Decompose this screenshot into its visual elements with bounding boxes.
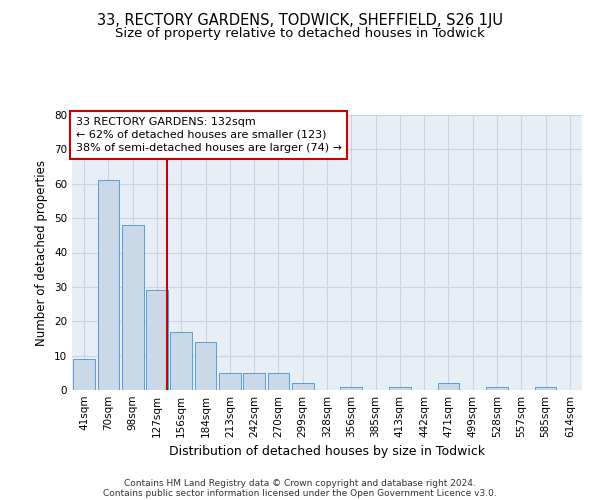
Text: Contains public sector information licensed under the Open Government Licence v3: Contains public sector information licen… xyxy=(103,488,497,498)
Bar xyxy=(389,386,411,390)
Bar xyxy=(170,332,192,390)
Bar xyxy=(122,225,143,390)
Bar xyxy=(194,342,217,390)
Bar xyxy=(535,386,556,390)
Bar xyxy=(340,386,362,390)
Bar xyxy=(486,386,508,390)
Bar xyxy=(292,383,314,390)
Text: Contains HM Land Registry data © Crown copyright and database right 2024.: Contains HM Land Registry data © Crown c… xyxy=(124,478,476,488)
Bar xyxy=(73,359,95,390)
Bar xyxy=(146,290,168,390)
Text: 33 RECTORY GARDENS: 132sqm
← 62% of detached houses are smaller (123)
38% of sem: 33 RECTORY GARDENS: 132sqm ← 62% of deta… xyxy=(76,116,341,153)
Bar xyxy=(97,180,119,390)
Text: Size of property relative to detached houses in Todwick: Size of property relative to detached ho… xyxy=(115,28,485,40)
X-axis label: Distribution of detached houses by size in Todwick: Distribution of detached houses by size … xyxy=(169,446,485,458)
Bar xyxy=(219,373,241,390)
Text: 33, RECTORY GARDENS, TODWICK, SHEFFIELD, S26 1JU: 33, RECTORY GARDENS, TODWICK, SHEFFIELD,… xyxy=(97,12,503,28)
Bar xyxy=(243,373,265,390)
Y-axis label: Number of detached properties: Number of detached properties xyxy=(35,160,49,346)
Bar xyxy=(437,383,460,390)
Bar xyxy=(268,373,289,390)
